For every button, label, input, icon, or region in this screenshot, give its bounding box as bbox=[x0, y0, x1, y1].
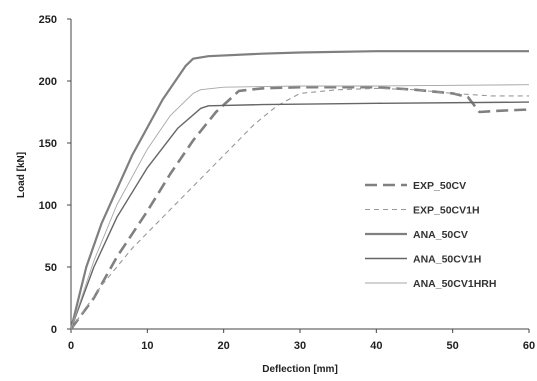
x-tick-labels: 0 10 20 30 40 50 60 bbox=[68, 340, 535, 352]
y-tick-labels: 0 50 100 150 200 250 bbox=[39, 14, 57, 336]
x-tick-label: 20 bbox=[218, 340, 230, 352]
x-tick-label: 60 bbox=[523, 340, 535, 352]
x-axis-label: Deflection [mm] bbox=[262, 364, 338, 375]
legend-label: EXP_50CV bbox=[413, 180, 466, 192]
y-tick-label: 50 bbox=[45, 262, 57, 274]
legend-label: ANA_50CV1HRH bbox=[413, 278, 496, 290]
y-tick-label: 250 bbox=[39, 14, 57, 26]
x-tick-label: 10 bbox=[141, 340, 153, 352]
y-tick-label: 150 bbox=[39, 138, 57, 150]
y-tick-label: 100 bbox=[39, 200, 57, 212]
legend-label: ANA_50CV1H bbox=[413, 254, 481, 266]
x-tick-label: 40 bbox=[370, 340, 382, 352]
series-line-ana-50cv1h bbox=[70, 101, 530, 330]
series-line-ana-50cv bbox=[69, 50, 529, 330]
y-axis-label: Load [kN] bbox=[16, 152, 27, 198]
y-tick-label: 200 bbox=[39, 76, 57, 88]
chart-axes bbox=[67, 18, 530, 333]
x-tick-label: 0 bbox=[68, 340, 74, 352]
plot-series bbox=[69, 50, 530, 330]
legend: EXP_50CV EXP_50CV1H ANA_50CV ANA_50CV1H ANA_… bbox=[365, 180, 496, 290]
legend-label: ANA_50CV bbox=[413, 229, 468, 241]
y-tick-label: 0 bbox=[51, 324, 57, 336]
series-line-exp-50cv bbox=[69, 85, 530, 330]
series-line-exp-50cv1h bbox=[70, 87, 529, 330]
x-tick-label: 50 bbox=[447, 340, 459, 352]
legend-label: EXP_50CV1H bbox=[413, 205, 480, 217]
series-line-ana-50cv1hrh bbox=[70, 84, 530, 330]
x-tick-label: 30 bbox=[294, 340, 306, 352]
